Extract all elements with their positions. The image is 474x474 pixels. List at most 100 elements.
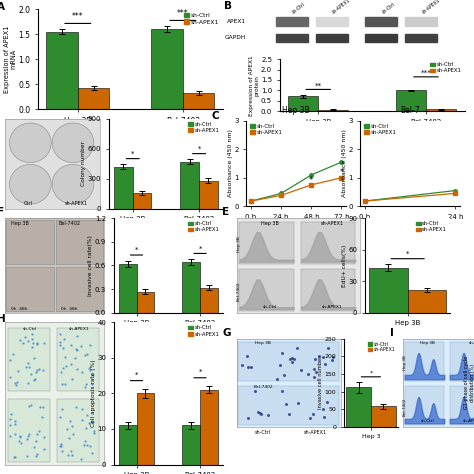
Point xyxy=(286,355,294,363)
Point xyxy=(7,415,14,423)
Point xyxy=(245,364,252,371)
Text: Ctrl: Ctrl xyxy=(24,201,33,206)
Point xyxy=(72,403,80,411)
Point xyxy=(88,380,95,388)
Point xyxy=(73,333,81,340)
Point xyxy=(73,345,80,353)
Point xyxy=(6,432,14,440)
Point xyxy=(58,368,65,375)
Text: sh-APEX1: sh-APEX1 xyxy=(421,0,441,15)
Point xyxy=(293,344,301,352)
Bar xyxy=(46,32,78,109)
Point xyxy=(38,414,46,421)
Point xyxy=(10,454,18,461)
Y-axis label: G1 phase of cell cycle
distribution (%): G1 phase of cell cycle distribution (%) xyxy=(464,356,474,410)
Bar xyxy=(408,290,447,313)
Y-axis label: Invasive cell number: Invasive cell number xyxy=(318,356,323,410)
Point xyxy=(60,364,67,372)
Y-axis label: Invasive cell rate(%): Invasive cell rate(%) xyxy=(89,235,93,296)
Text: sh-APEX1: sh-APEX1 xyxy=(463,419,474,423)
Bar xyxy=(118,264,137,313)
Point xyxy=(238,361,246,368)
Point xyxy=(278,350,285,357)
Point xyxy=(39,404,46,411)
Text: sh-APEX1: sh-APEX1 xyxy=(321,305,342,309)
Point xyxy=(33,339,41,347)
Point xyxy=(78,368,86,376)
Text: *: * xyxy=(131,151,135,157)
Point xyxy=(39,366,46,374)
Point xyxy=(68,422,76,430)
Point xyxy=(256,410,264,417)
Circle shape xyxy=(9,123,51,163)
Point xyxy=(12,382,19,389)
Point xyxy=(280,371,288,379)
Point xyxy=(24,379,31,387)
Point xyxy=(78,405,86,412)
Point xyxy=(7,410,15,418)
Point xyxy=(60,335,67,343)
Point xyxy=(34,430,41,438)
Point xyxy=(79,417,86,424)
Point xyxy=(264,411,272,419)
Point xyxy=(12,453,19,461)
Bar xyxy=(183,93,214,109)
Bar xyxy=(133,192,151,209)
Bar xyxy=(6,267,54,311)
Point xyxy=(9,350,17,358)
Legend: sh-Ctrl, sh-APEX1: sh-Ctrl, sh-APEX1 xyxy=(188,325,220,337)
Point xyxy=(320,413,328,421)
Circle shape xyxy=(9,164,51,204)
Legend: sh-Ctrl, sh-APEX1: sh-Ctrl, sh-APEX1 xyxy=(249,124,283,136)
Text: sh-Ctrl: sh-Ctrl xyxy=(420,419,434,423)
Bar xyxy=(200,390,218,465)
Point xyxy=(56,341,64,349)
Point xyxy=(86,442,94,449)
Bar xyxy=(365,18,397,26)
Bar xyxy=(137,292,155,313)
Point xyxy=(82,381,90,388)
Point xyxy=(25,432,32,440)
Point xyxy=(309,410,317,418)
Point xyxy=(30,355,38,362)
Point xyxy=(16,433,24,440)
Point xyxy=(28,330,36,338)
Point xyxy=(324,344,332,352)
Point xyxy=(85,365,92,372)
Point xyxy=(86,367,94,374)
Bar xyxy=(181,162,199,209)
Point xyxy=(40,433,48,441)
Point xyxy=(21,333,29,340)
Point xyxy=(304,371,312,378)
Text: sh-Ctrl: sh-Ctrl xyxy=(382,2,396,15)
Bar xyxy=(288,96,318,111)
Bar xyxy=(301,269,356,311)
Text: E: E xyxy=(222,207,229,217)
Point xyxy=(310,365,318,373)
Point xyxy=(17,439,25,447)
Point xyxy=(7,421,14,429)
Bar xyxy=(6,220,54,264)
Point xyxy=(11,417,19,425)
Bar xyxy=(371,406,396,427)
Point xyxy=(33,367,40,374)
Bar xyxy=(365,34,397,42)
Point xyxy=(23,452,30,460)
Y-axis label: EdU+ cells(%): EdU+ cells(%) xyxy=(342,244,347,287)
Text: Bel-7402: Bel-7402 xyxy=(253,385,273,390)
Y-axis label: Absorbance (450 nm): Absorbance (450 nm) xyxy=(228,129,233,198)
sh-APEX1 xyxy=(248,198,254,204)
Legend: sh-Ctrl, sh-APEX1: sh-Ctrl, sh-APEX1 xyxy=(188,121,220,133)
Point xyxy=(26,363,33,370)
Point xyxy=(64,451,72,458)
Bar xyxy=(346,387,371,427)
Bar xyxy=(57,328,99,391)
Text: Hep 3B: Hep 3B xyxy=(420,341,435,346)
Point xyxy=(243,353,251,360)
Point xyxy=(26,430,33,438)
Bar xyxy=(137,393,155,465)
Point xyxy=(24,359,32,367)
Point xyxy=(19,339,27,347)
Point xyxy=(56,331,64,338)
Text: *: * xyxy=(339,168,344,177)
